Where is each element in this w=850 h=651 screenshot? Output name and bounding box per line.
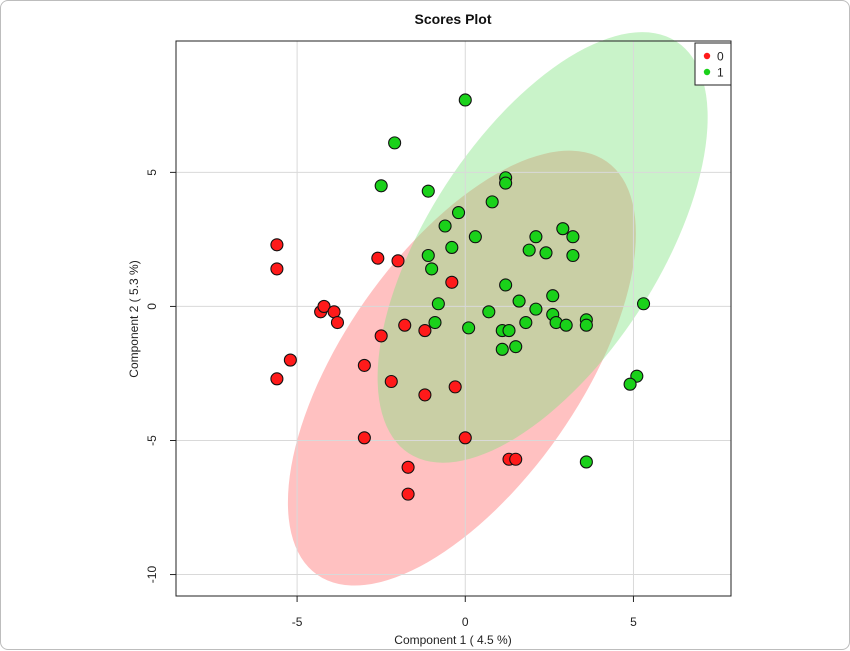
- plot-area-border: [175, 40, 732, 597]
- legend-label-1: 1: [717, 66, 724, 80]
- point-class-1: [502, 324, 516, 338]
- axis-ticks: -5 0 5 -10 -5 0 5: [145, 169, 637, 629]
- point-class-1: [421, 248, 435, 263]
- point-class-1: [468, 230, 482, 244]
- legend-label-0: 0: [717, 50, 724, 64]
- point-class-0: [398, 318, 412, 332]
- grid-lines: [176, 41, 731, 596]
- point-class-0: [270, 372, 284, 386]
- point-class-0: [357, 358, 371, 372]
- point-class-1: [539, 246, 553, 260]
- y-tick-label: 5: [145, 169, 159, 176]
- point-class-0: [371, 251, 385, 265]
- point-class-1: [428, 315, 442, 330]
- point-class-1: [462, 321, 476, 335]
- point-class-0: [374, 329, 388, 343]
- point-class-1: [499, 278, 513, 292]
- point-class-1: [579, 455, 593, 469]
- point-class-1: [529, 230, 543, 244]
- point-class-1: [438, 219, 452, 233]
- point-class-0: [401, 460, 415, 474]
- point-class-1: [431, 297, 445, 311]
- point-class-1: [458, 93, 472, 107]
- point-class-0: [317, 299, 331, 313]
- point-class-1: [519, 315, 533, 330]
- point-class-1: [566, 230, 580, 244]
- y-tick-label: 0: [145, 303, 159, 310]
- point-class-1: [374, 179, 388, 193]
- chart-title: Scores Plot: [414, 11, 491, 27]
- point-class-1: [451, 206, 466, 220]
- x-tick-label: -5: [292, 615, 303, 629]
- legend-box: [694, 42, 732, 86]
- point-class-1: [636, 297, 651, 311]
- point-class-0: [283, 353, 297, 367]
- point-class-0: [418, 388, 432, 402]
- point-class-0: [357, 431, 371, 445]
- point-class-1: [388, 136, 402, 150]
- point-class-0: [384, 374, 398, 389]
- confidence-ellipse-0: [287, 150, 636, 586]
- point-class-1: [529, 302, 543, 316]
- point-class-1: [546, 289, 560, 303]
- confidence-ellipses: [287, 32, 708, 586]
- point-class-1: [485, 195, 499, 209]
- legend-marker-1: [703, 68, 711, 76]
- point-class-0: [448, 380, 462, 394]
- point-class-1: [445, 240, 459, 254]
- y-tick-label: -10: [145, 566, 159, 584]
- point-class-1: [421, 184, 435, 198]
- point-class-1: [623, 377, 637, 391]
- point-class-1: [559, 318, 573, 332]
- x-axis-label: Component 1 ( 4.5 %): [394, 633, 511, 647]
- point-class-0: [509, 452, 523, 466]
- point-class-1: [425, 262, 439, 276]
- point-class-0: [401, 487, 415, 501]
- point-class-1: [512, 294, 526, 308]
- point-class-0: [327, 305, 341, 319]
- x-tick-label: 5: [630, 615, 637, 629]
- point-class-1: [499, 176, 513, 190]
- point-class-1: [579, 318, 593, 332]
- y-axis-label: Component 2 ( 5.3 %): [127, 260, 141, 377]
- data-points: [270, 93, 651, 501]
- point-class-1: [556, 222, 570, 236]
- point-class-1: [566, 248, 580, 263]
- point-class-1: [482, 305, 496, 319]
- point-class-1: [509, 340, 523, 354]
- point-class-0: [391, 254, 405, 268]
- point-class-0: [330, 315, 345, 330]
- point-class-0: [445, 275, 459, 289]
- point-class-0: [270, 238, 284, 252]
- point-class-0: [458, 431, 472, 445]
- x-tick-label: 0: [462, 615, 469, 629]
- legend-marker-0: [703, 52, 711, 60]
- point-class-0: [270, 262, 284, 276]
- y-tick-label: -5: [145, 435, 159, 446]
- point-class-1: [495, 342, 509, 356]
- legend: 0 1: [694, 42, 732, 86]
- point-class-0: [418, 324, 432, 338]
- point-class-1: [522, 243, 536, 257]
